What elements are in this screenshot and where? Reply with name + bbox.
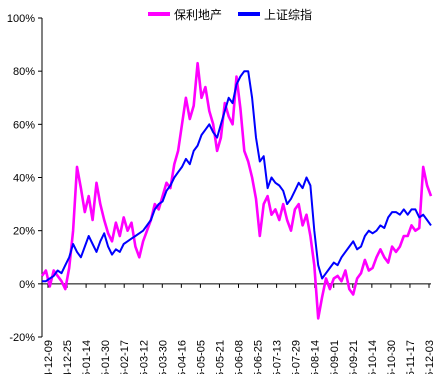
x-tick-label: 2015-09-01: [329, 340, 341, 374]
legend-swatch-shanghai: [238, 12, 261, 16]
x-tick-label: 2015-07-29: [291, 340, 303, 374]
x-tick-label: 2014-12-25: [62, 340, 74, 374]
x-tick-label: 2015-03-30: [157, 340, 169, 374]
legend-swatch-poly: [148, 12, 170, 16]
x-tick-label: 2015-04-16: [176, 340, 188, 374]
x-tick-label: 2015-03-12: [138, 340, 150, 374]
y-tick-label: 20%: [13, 226, 35, 238]
series-line-shanghai: [42, 70, 432, 283]
series-line-poly: [40, 61, 433, 320]
x-tick-label: 2015-05-05: [195, 340, 207, 374]
y-tick-label: 40%: [13, 173, 35, 185]
x-tick-label: 2015-02-17: [119, 340, 131, 374]
legend-item-poly: 保利地产: [148, 6, 222, 23]
x-tick-label: 2015-12-03: [424, 340, 433, 374]
x-tick-label: 2015-10-14: [367, 340, 379, 374]
y-tick-label: 0%: [19, 279, 35, 291]
x-tick-label: 2015-01-14: [81, 340, 93, 374]
x-tick-label: 2015-10-30: [386, 340, 398, 374]
x-tick-label: 2015-06-25: [253, 340, 265, 374]
x-tick-label: 2015-07-13: [272, 340, 284, 374]
x-tick-label: 2015-05-21: [214, 340, 226, 374]
y-tick-label: 60%: [13, 119, 35, 131]
x-tick-label: 2015-11-17: [405, 340, 417, 374]
x-tick-label: 2014-12-09: [43, 340, 55, 374]
x-tick-label: 2015-01-30: [100, 340, 112, 374]
legend-label-poly: 保利地产: [174, 7, 223, 22]
x-tick-label: 2015-09-21: [348, 340, 360, 374]
y-tick-label: 100%: [7, 13, 35, 25]
legend: 保利地产 上证综指: [148, 4, 328, 24]
legend-item-shanghai: 上证综指: [238, 6, 312, 23]
x-tick-label: 2015-08-14: [310, 340, 322, 374]
legend-label-shanghai: 上证综指: [264, 7, 313, 22]
x-tick-label: 2015-06-08: [234, 340, 246, 374]
y-tick-label: 80%: [13, 66, 35, 78]
y-tick-label: -20%: [9, 332, 35, 344]
